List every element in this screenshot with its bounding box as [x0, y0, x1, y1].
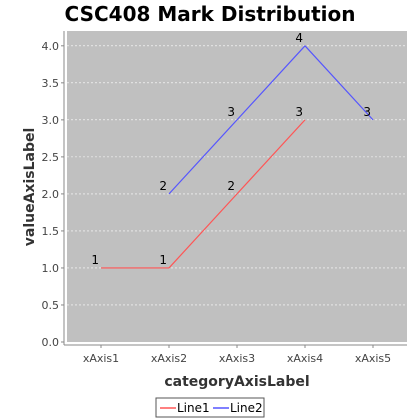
series-1-data-label: 1 — [159, 253, 167, 267]
x-tick-label: xAxis1 — [83, 352, 119, 365]
x-axis: xAxis1 xAxis2 xAxis3 xAxis4 xAxis5 — [64, 344, 407, 365]
series-2-data-label: 3 — [227, 105, 235, 119]
series-1-data-label: 1 — [91, 253, 99, 267]
x-tick-label: xAxis4 — [287, 352, 323, 365]
y-tick-label: 2.5 — [42, 151, 60, 164]
legend: Line1 Line2 — [155, 397, 265, 418]
y-tick-label: 1.5 — [42, 225, 60, 238]
y-tick-label: 1.0 — [42, 262, 60, 275]
y-tick-label: 4.0 — [42, 40, 60, 53]
x-tick-label: xAxis2 — [151, 352, 187, 365]
series-2-segment — [304, 45, 374, 121]
series-1-segment — [236, 119, 306, 195]
legend-label-line2: Line2 — [230, 401, 263, 415]
y-axis-title: valueAxisLabel — [22, 128, 38, 247]
y-tick-label: 0.0 — [42, 336, 60, 349]
y-tick-label: 3.0 — [42, 114, 60, 127]
chart-title: CSC408 Mark Distribution — [65, 2, 356, 26]
series-2-data-label: 4 — [295, 31, 303, 45]
x-axis-title: categoryAxisLabel — [164, 374, 309, 390]
series-layer — [101, 45, 374, 269]
y-tick-label: 0.5 — [42, 299, 60, 312]
x-tick-label: xAxis3 — [219, 352, 255, 365]
plot-background — [67, 31, 407, 342]
series-2-data-label: 3 — [363, 105, 371, 119]
y-tick-label: 2.0 — [42, 188, 60, 201]
legend-box — [155, 397, 265, 418]
series-2-segment — [236, 45, 306, 121]
series-2-data-label: 2 — [159, 179, 167, 193]
legend-label-line1: Line1 — [177, 401, 210, 415]
y-axis: 0.0 0.5 1.0 1.5 2.0 2.5 3.0 3.5 4.0 — [42, 31, 65, 349]
x-tick-label: xAxis5 — [355, 352, 391, 365]
series-1-data-label: 2 — [227, 179, 235, 193]
series-2-segment — [168, 119, 238, 195]
y-tick-label: 3.5 — [42, 77, 60, 90]
data-labels: 1 1 2 3 2 3 4 3 — [91, 31, 371, 267]
series-1-segment — [168, 193, 238, 269]
series-1-data-label: 3 — [295, 105, 303, 119]
